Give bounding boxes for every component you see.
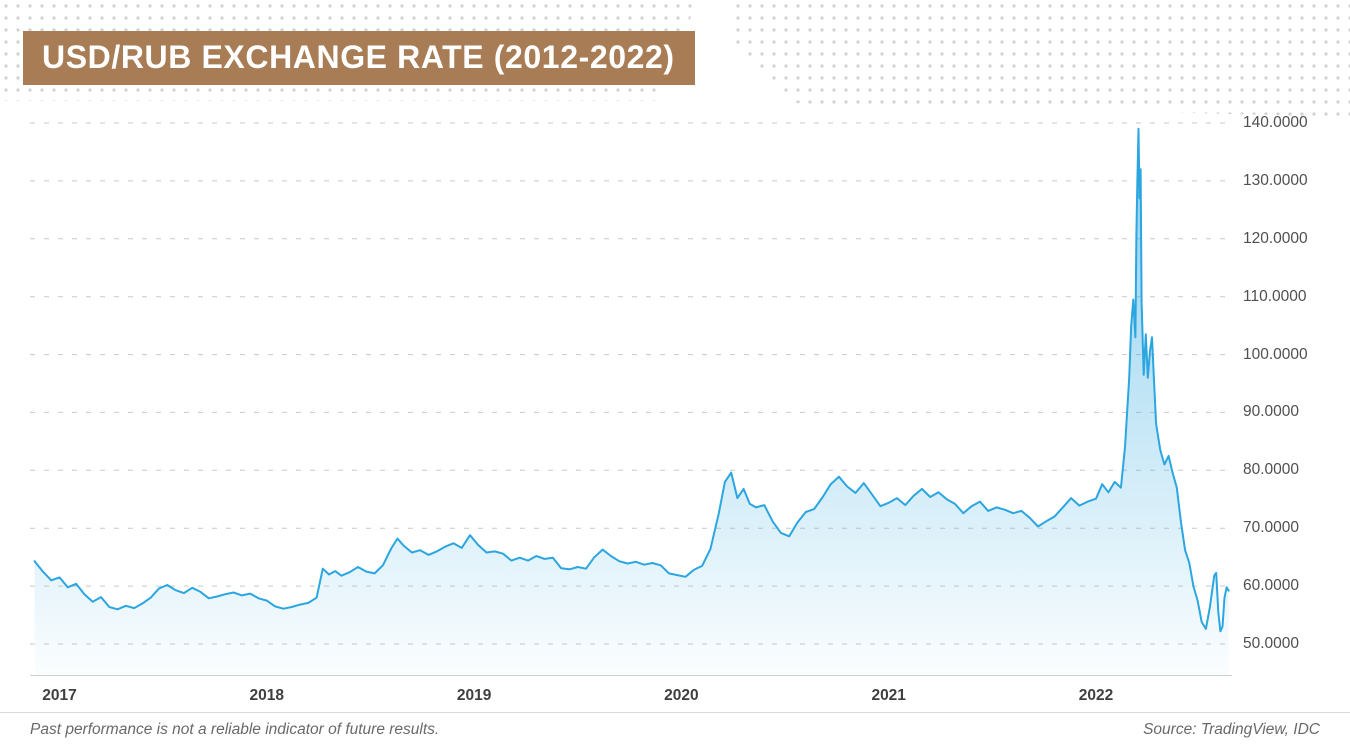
y-tick-label: 80.0000 — [1243, 461, 1300, 479]
x-tick-label: 2018 — [249, 687, 285, 704]
y-tick-label: 130.0000 — [1243, 171, 1308, 189]
series-line — [33, 127, 1230, 633]
y-tick-label: 140.0000 — [1243, 114, 1308, 131]
y-tick-label: 50.0000 — [1243, 635, 1300, 652]
x-tick-label: 2017 — [42, 687, 77, 704]
y-tick-label: 70.0000 — [1243, 519, 1300, 537]
y-axis-labels: 140.0000 130.0000 120.0000 110.0000 100.0000… — [1243, 110, 1343, 676]
footer-divider — [0, 712, 1350, 713]
chart-title-banner: USD/RUB EXCHANGE RATE (2012-2022) — [23, 31, 695, 85]
y-tick-label: 90.0000 — [1243, 403, 1300, 421]
y-tick-label: 60.0000 — [1243, 577, 1300, 595]
source-text: Source: TradingView, IDC — [1143, 721, 1320, 738]
x-tick-label: 2020 — [664, 687, 699, 704]
series-area-fill — [34, 128, 1229, 676]
disclaimer-text: Past performance is not a reliable indic… — [30, 721, 440, 738]
x-tick-label: 2019 — [456, 687, 492, 704]
x-tick-label: 2022 — [1078, 687, 1114, 704]
y-tick-label: 120.0000 — [1243, 229, 1308, 247]
x-axis-labels: 2017 2018 2019 2020 2021 2022 — [30, 687, 1232, 709]
usd-rub-area-chart — [30, 122, 1232, 676]
y-tick-label: 100.0000 — [1243, 345, 1308, 363]
y-tick-label: 110.0000 — [1243, 287, 1307, 305]
chart-title: USD/RUB EXCHANGE RATE (2012-2022) — [42, 39, 675, 75]
x-tick-label: 2021 — [871, 687, 906, 704]
halftone-dots-top-right — [733, 0, 1350, 117]
